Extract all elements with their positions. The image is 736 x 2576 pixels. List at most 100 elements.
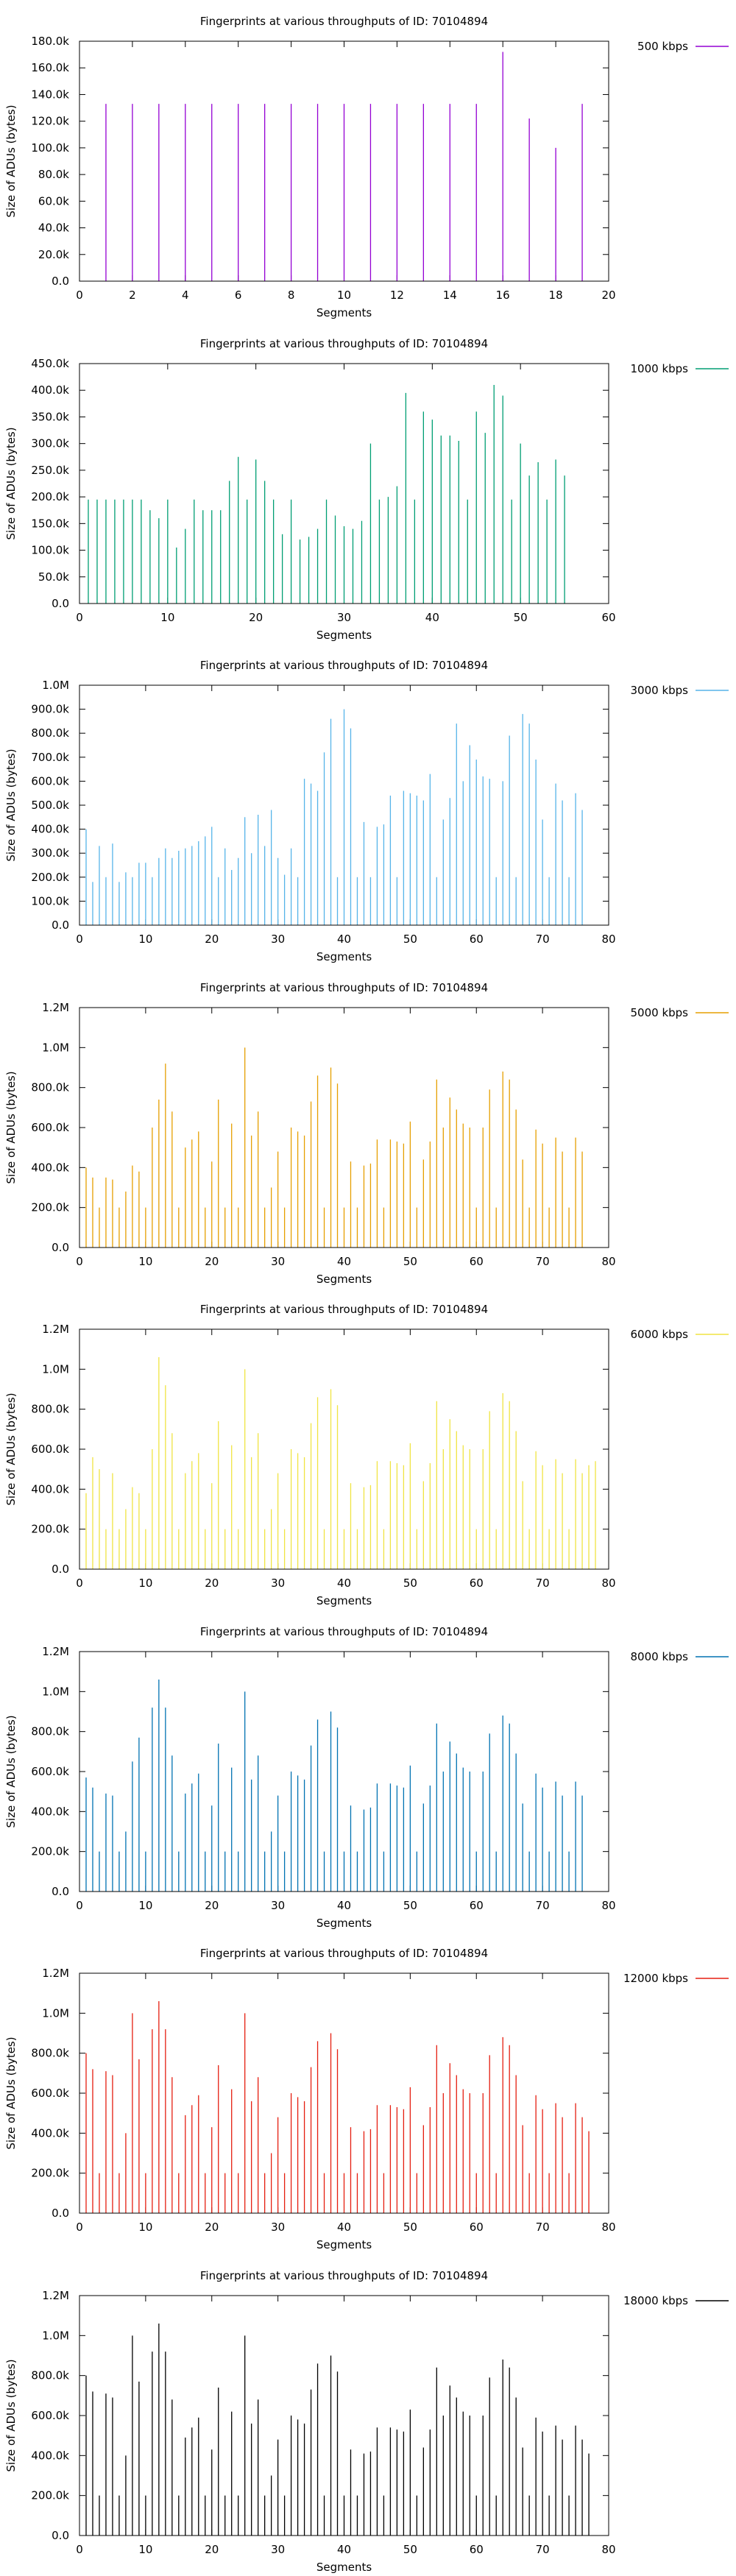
y-tick-label: 120.0k: [31, 115, 69, 128]
y-tick-label: 600.0k: [31, 774, 69, 788]
y-tick-label: 200.0k: [31, 1200, 69, 1214]
x-tick-label: 40: [337, 1577, 351, 1590]
x-tick-label: 0: [76, 1899, 83, 1912]
y-tick-label: 160.0k: [31, 61, 69, 74]
x-tick-label: 14: [443, 289, 457, 302]
x-tick-label: 70: [536, 1577, 550, 1590]
x-tick-label: 2: [129, 289, 136, 302]
y-tick-label: 1.0M: [42, 1041, 69, 1054]
x-tick-label: 60: [470, 1577, 484, 1590]
y-tick-label: 800.0k: [31, 1080, 69, 1094]
plot-frame: [79, 1007, 609, 1248]
y-axis-label: Size of ADUs (bytes): [4, 1393, 18, 1505]
x-axis-label: Segments: [316, 1917, 372, 1930]
x-tick-label: 10: [138, 2221, 152, 2234]
y-tick-label: 1.0M: [42, 1685, 69, 1698]
y-tick-label: 400.0k: [31, 2449, 69, 2462]
y-tick-label: 100.0k: [31, 543, 69, 556]
y-tick-label: 1.0M: [42, 2006, 69, 2020]
plot-frame: [79, 1972, 609, 2214]
y-axis-label: Size of ADUs (bytes): [4, 1715, 18, 1827]
y-tick-label: 60.0k: [38, 194, 69, 208]
x-tick-label: 60: [470, 933, 484, 946]
plot-frame: [79, 363, 609, 604]
y-tick-label: 40.0k: [38, 222, 69, 235]
y-tick-label: 600.0k: [31, 2087, 69, 2100]
x-tick-label: 0: [76, 611, 83, 624]
x-tick-label: 70: [536, 933, 550, 946]
y-tick-label: 800.0k: [31, 2368, 69, 2382]
y-tick-label: 400.0k: [31, 823, 69, 836]
chart-svg: Fingerprints at various throughputs of I…: [4, 1625, 729, 1930]
y-tick-label: 700.0k: [31, 751, 69, 764]
x-tick-label: 60: [470, 2221, 484, 2234]
y-tick-label: 150.0k: [31, 517, 69, 530]
legend-label: 6000 kbps: [631, 1328, 689, 1341]
y-tick-label: 600.0k: [31, 1443, 69, 1456]
x-axis-label: Segments: [316, 2561, 372, 2574]
chart-title: Fingerprints at various throughputs of I…: [200, 1303, 488, 1316]
x-tick-label: 18: [549, 289, 563, 302]
x-tick-label: 0: [76, 2543, 83, 2556]
chart-title: Fingerprints at various throughputs of I…: [200, 2269, 488, 2282]
y-tick-label: 400.0k: [31, 2126, 69, 2140]
chart-svg: Fingerprints at various throughputs of I…: [4, 1303, 729, 1607]
x-tick-label: 10: [160, 611, 174, 624]
chart-panel: Fingerprints at various throughputs of I…: [0, 322, 736, 645]
x-tick-label: 20: [205, 2543, 219, 2556]
x-tick-label: 40: [337, 1255, 351, 1268]
x-tick-label: 20: [205, 1255, 219, 1268]
plot-frame: [79, 1328, 609, 1570]
y-tick-label: 200.0k: [31, 2488, 69, 2502]
y-tick-label: 200.0k: [31, 490, 69, 503]
x-tick-label: 20: [205, 2221, 219, 2234]
x-axis-label: Segments: [316, 1273, 372, 1286]
x-tick-label: 0: [76, 1255, 83, 1268]
y-tick-label: 0.0: [52, 597, 69, 610]
y-axis-label: Size of ADUs (bytes): [4, 427, 18, 539]
x-tick-label: 70: [536, 2221, 550, 2234]
chart-title: Fingerprints at various throughputs of I…: [200, 981, 488, 994]
x-tick-label: 50: [403, 1577, 417, 1590]
x-tick-label: 80: [601, 1255, 615, 1268]
x-tick-label: 30: [271, 2543, 285, 2556]
x-axis-label: Segments: [316, 2238, 372, 2251]
x-axis-label: Segments: [316, 1594, 372, 1607]
x-tick-label: 16: [496, 289, 510, 302]
y-axis-label: Size of ADUs (bytes): [4, 2037, 18, 2149]
x-tick-label: 8: [288, 289, 295, 302]
x-tick-label: 80: [601, 1577, 615, 1590]
chart-title: Fingerprints at various throughputs of I…: [200, 1625, 488, 1638]
legend-label: 18000 kbps: [623, 2294, 688, 2307]
legend-label: 3000 kbps: [631, 684, 689, 697]
x-tick-label: 70: [536, 1899, 550, 1912]
x-axis-label: Segments: [316, 306, 372, 319]
x-tick-label: 0: [76, 2221, 83, 2234]
x-tick-label: 40: [337, 2543, 351, 2556]
y-axis-label: Size of ADUs (bytes): [4, 2359, 18, 2471]
x-tick-label: 30: [271, 933, 285, 946]
chart-title: Fingerprints at various throughputs of I…: [200, 659, 488, 672]
y-tick-label: 400.0k: [31, 1482, 69, 1496]
x-tick-label: 60: [470, 2543, 484, 2556]
x-tick-label: 20: [205, 1577, 219, 1590]
x-tick-label: 10: [138, 1899, 152, 1912]
y-tick-label: 0.0: [52, 1241, 69, 1254]
y-tick-label: 140.0k: [31, 88, 69, 101]
chart-panel: Fingerprints at various throughputs of I…: [0, 1932, 736, 2254]
y-tick-label: 200.0k: [31, 1523, 69, 1536]
x-tick-label: 20: [205, 933, 219, 946]
x-tick-label: 6: [235, 289, 242, 302]
chart-svg: Fingerprints at various throughputs of I…: [4, 981, 729, 1286]
y-tick-label: 200.0k: [31, 1844, 69, 1858]
legend-label: 1000 kbps: [631, 362, 689, 375]
x-tick-label: 40: [337, 2221, 351, 2234]
y-tick-label: 200.0k: [31, 2167, 69, 2180]
x-tick-label: 70: [536, 1255, 550, 1268]
y-tick-label: 1.2M: [42, 1645, 69, 1658]
y-tick-label: 180.0k: [31, 35, 69, 48]
chart-svg: Fingerprints at various throughputs of I…: [4, 1947, 729, 2251]
x-tick-label: 20: [601, 289, 615, 302]
x-tick-label: 4: [182, 289, 189, 302]
x-tick-label: 70: [536, 2543, 550, 2556]
